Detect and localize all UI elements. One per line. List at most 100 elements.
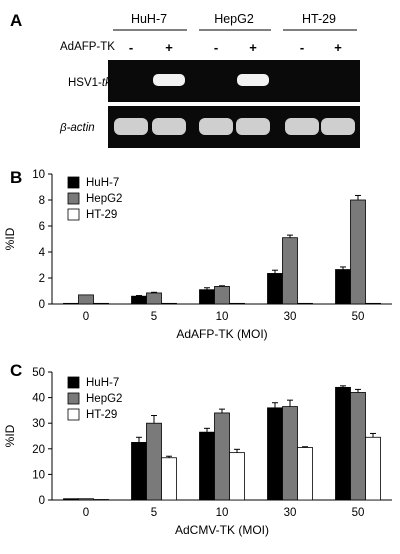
x-tick-label: 30 bbox=[284, 311, 297, 323]
legend-swatch bbox=[67, 208, 80, 221]
gel-row-label-tk: HSV1-tk bbox=[68, 77, 112, 89]
gel-band-actin bbox=[285, 118, 319, 135]
y-tick-label: 2 bbox=[39, 273, 45, 285]
bar bbox=[297, 447, 313, 501]
gel-band-actin bbox=[114, 118, 148, 135]
gel-cell-line-label: HuH-7 bbox=[131, 12, 167, 26]
bar bbox=[93, 302, 109, 305]
bar bbox=[93, 499, 109, 501]
bar bbox=[199, 289, 215, 305]
gel-lane-sign: + bbox=[249, 40, 257, 55]
gel-tk-block bbox=[108, 60, 360, 102]
bar bbox=[282, 406, 298, 501]
bar bbox=[335, 269, 351, 305]
legend-label: HT-29 bbox=[86, 209, 117, 221]
y-tick-label: 30 bbox=[32, 418, 45, 430]
chart-c: 0 10 20 30 40 50 %ID 0 5 10 30 50 AdCMV-TK (MOI) HuH-… bbox=[3, 367, 392, 537]
gel-band-tk bbox=[153, 74, 185, 86]
bar bbox=[131, 441, 147, 501]
gel-lane-sign: + bbox=[334, 40, 342, 55]
y-tick-label: 50 bbox=[32, 367, 45, 379]
bar bbox=[214, 412, 230, 501]
y-tick-label: 4 bbox=[39, 247, 46, 259]
bar bbox=[282, 237, 298, 305]
bar bbox=[335, 386, 351, 501]
bar bbox=[161, 457, 177, 501]
y-tick-label: 6 bbox=[39, 221, 45, 233]
gel-lane-sign: - bbox=[214, 40, 218, 55]
bar bbox=[350, 392, 366, 501]
legend-swatch bbox=[67, 176, 80, 189]
gel-row-label-actin: β-actin bbox=[59, 122, 95, 134]
chart-b: 0 2 4 6 8 10 %ID 0 5 10 30 50 AdAFP-TK (MOI) HuH-7 Hep… bbox=[3, 169, 392, 341]
gel-bands bbox=[114, 74, 355, 135]
bar bbox=[78, 498, 94, 501]
legend-label: HuH-7 bbox=[86, 377, 119, 389]
y-axis-label: %ID bbox=[3, 227, 17, 250]
x-axis-label: AdAFP-TK (MOI) bbox=[176, 327, 267, 341]
x-axis-label: AdCMV-TK (MOI) bbox=[175, 523, 269, 537]
legend-label: HT-29 bbox=[86, 409, 117, 421]
x-tick-label: 0 bbox=[83, 311, 89, 323]
y-tick-label: 10 bbox=[32, 169, 45, 181]
gel-band-actin bbox=[236, 118, 270, 135]
gel-band-actin bbox=[152, 118, 186, 135]
bar bbox=[199, 431, 215, 501]
bar bbox=[78, 294, 94, 305]
panel-c-letter: C bbox=[10, 361, 22, 380]
bar bbox=[161, 302, 177, 305]
x-tick-label: 30 bbox=[284, 507, 297, 519]
x-tick-label: 50 bbox=[352, 507, 365, 519]
y-tick-label: 0 bbox=[39, 299, 45, 311]
bar bbox=[267, 273, 283, 305]
gel-band-actin bbox=[321, 118, 355, 135]
bar bbox=[214, 286, 230, 305]
legend-swatch bbox=[67, 376, 80, 389]
bar bbox=[297, 302, 313, 305]
bar bbox=[350, 199, 366, 305]
gel-lane-sign: - bbox=[300, 40, 304, 55]
panel-a-letter: A bbox=[10, 11, 22, 30]
gel-cell-line-label: HT-29 bbox=[302, 12, 336, 26]
legend-swatch bbox=[67, 392, 80, 405]
y-axis-label: %ID bbox=[3, 424, 17, 447]
gel-cell-line-label: HepG2 bbox=[214, 12, 254, 26]
legend-label: HepG2 bbox=[86, 193, 122, 205]
bar bbox=[267, 407, 283, 501]
legend-swatch bbox=[67, 192, 80, 205]
panel-b-letter: B bbox=[10, 168, 22, 187]
bar bbox=[63, 302, 79, 305]
x-tick-label: 10 bbox=[216, 507, 229, 519]
y-tick-label: 20 bbox=[32, 444, 45, 456]
legend-label: HuH-7 bbox=[86, 177, 119, 189]
bar bbox=[146, 422, 162, 501]
gel-treatment-label: AdAFP-TK bbox=[60, 41, 115, 53]
gel-band-actin bbox=[199, 118, 233, 135]
panel-c: C 0 10 20 30 40 50 %ID 0 5 10 30 50 AdCMV-TK (MOI) Hu… bbox=[3, 361, 392, 537]
gel-lane-sign: + bbox=[165, 40, 173, 55]
bar bbox=[63, 498, 79, 501]
x-tick-label: 50 bbox=[352, 311, 365, 323]
x-tick-label: 10 bbox=[216, 311, 229, 323]
y-tick-label: 0 bbox=[39, 495, 45, 507]
legend-swatch bbox=[67, 408, 80, 421]
y-tick-label: 10 bbox=[32, 469, 45, 481]
panel-a: A HuH-7 HepG2 HT-29 AdAFP-TK - + - + - + HSV1… bbox=[10, 11, 360, 148]
y-tick-label: 40 bbox=[32, 393, 45, 405]
bar bbox=[365, 436, 381, 501]
gel-band-tk bbox=[237, 74, 269, 86]
gel-lane-signs: - + - + - + bbox=[129, 40, 342, 55]
x-tick-label: 0 bbox=[83, 507, 89, 519]
x-tick-label: 5 bbox=[151, 507, 157, 519]
gel-lane-sign: - bbox=[129, 40, 133, 55]
bar bbox=[146, 292, 162, 305]
legend-label: HepG2 bbox=[86, 393, 122, 405]
bar bbox=[229, 302, 245, 305]
bar bbox=[229, 452, 245, 501]
panel-b: B 0 2 4 6 8 10 %ID 0 5 10 30 50 AdAFP-TK (MOI) HuH-7 H… bbox=[3, 168, 392, 341]
y-tick-label: 8 bbox=[39, 195, 45, 207]
bar bbox=[131, 295, 147, 305]
x-tick-label: 5 bbox=[151, 311, 157, 323]
bar bbox=[365, 302, 381, 305]
